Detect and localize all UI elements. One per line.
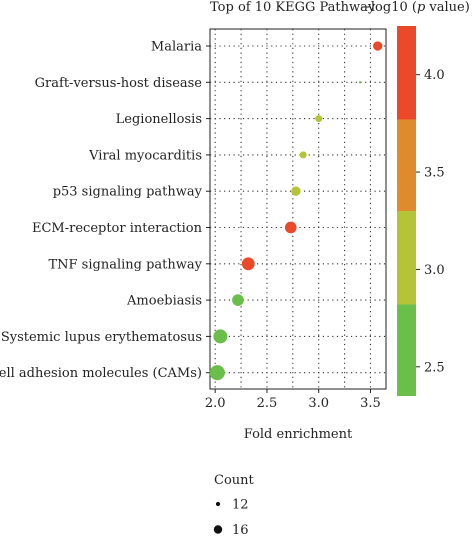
data-point xyxy=(232,294,244,306)
size-legend-label: 12 xyxy=(232,498,249,513)
y-tick-label: Amoebiasis xyxy=(126,294,202,309)
x-tick-label: 3.5 xyxy=(360,396,381,411)
colorbar-tick-label: 3.5 xyxy=(424,166,445,181)
y-tick-label: Systemic lupus erythematosus xyxy=(1,330,202,345)
colorbar-tick-label: 4.0 xyxy=(424,68,445,83)
colorbar: 2.5 3.0 3.5 4.0 xyxy=(397,26,445,396)
data-point xyxy=(213,329,228,344)
x-tick-label: 3.0 xyxy=(308,396,329,411)
colorbar-bin xyxy=(397,304,416,396)
data-point xyxy=(284,221,297,234)
data-point xyxy=(291,186,301,196)
y-tick-label: p53 signaling pathway xyxy=(53,185,203,200)
data-point xyxy=(358,81,362,84)
colorbar-title-italic: p xyxy=(416,0,426,15)
data-point xyxy=(315,115,323,123)
colorbar-tick-label: 3.0 xyxy=(424,263,445,278)
size-legend: Count 121620 xyxy=(213,473,255,538)
colorbar-bin xyxy=(397,119,416,211)
x-tick-label: 2.5 xyxy=(257,396,278,411)
data-point xyxy=(209,365,225,381)
y-axis-labels: Malaria Graft-versus-host disease Legionel… xyxy=(0,40,210,381)
y-tick-label: Viral myocarditis xyxy=(88,148,202,163)
size-legend-title: Count xyxy=(214,473,255,488)
colorbar-tick-label: 2.5 xyxy=(424,360,445,375)
y-tick-label: TNF signaling pathway xyxy=(48,257,202,272)
data-point xyxy=(373,41,383,51)
colorbar-bin xyxy=(397,211,416,305)
x-axis-label: Fold enrichment xyxy=(244,427,353,442)
y-tick-label: Cell adhesion molecules (CAMs) xyxy=(0,366,202,381)
y-tick-label: Legionellosis xyxy=(116,112,202,127)
size-legend-dot xyxy=(215,501,221,507)
colorbar-title-suffix: value) xyxy=(425,0,470,15)
colorbar-title: −log10 (p value) xyxy=(360,0,470,15)
colorbar-bin xyxy=(397,26,416,120)
size-legend-label: 16 xyxy=(232,523,249,538)
y-tick-label: Graft-versus-host disease xyxy=(35,76,203,91)
colorbar-title-prefix: −log10 ( xyxy=(360,0,417,15)
x-tick-label: 2.0 xyxy=(205,396,226,411)
chart-title: Top of 10 KEGG Pathway xyxy=(210,0,376,15)
plot-area xyxy=(209,28,387,390)
x-axis: 2.0 2.5 3.0 3.5 xyxy=(205,389,381,411)
data-point xyxy=(299,151,307,159)
data-points xyxy=(209,41,383,381)
size-legend-dot xyxy=(213,525,223,534)
y-tick-label: ECM-receptor interaction xyxy=(32,221,203,236)
data-point xyxy=(241,257,255,271)
grid xyxy=(210,29,386,389)
y-tick-label: Malaria xyxy=(151,40,202,55)
